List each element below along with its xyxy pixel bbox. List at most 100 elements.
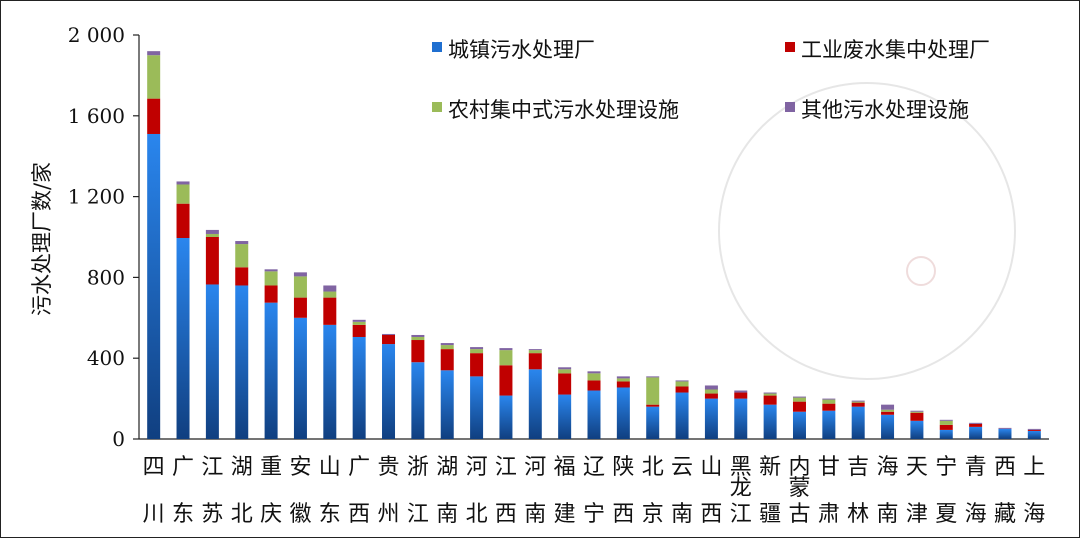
x-category-label: 江 (201, 455, 223, 480)
bar-segment-2 (205, 237, 219, 285)
bar-segment-4 (352, 319, 366, 322)
bar-segment-3 (499, 350, 513, 366)
bar-segment-2 (499, 365, 513, 396)
bar-segment-2 (675, 386, 689, 393)
bar-segment-2 (734, 392, 748, 399)
bar-segment-1 (675, 392, 689, 439)
y-axis-label: 污水处理厂数/家 (30, 162, 54, 316)
x-category-labels: 四川广东江苏湖北重庆安徽山东广西贵州浙江湖南河北江西河南福建辽宁陕西北京云南山西… (143, 455, 1046, 527)
bar-segment-1 (734, 398, 748, 439)
bar-segment-1 (293, 317, 307, 439)
bar-segment-3 (763, 393, 777, 396)
bar-segment-4 (176, 181, 190, 185)
bar-segment-4 (382, 333, 396, 335)
x-category-label: 西 (612, 502, 634, 527)
x-category-label: 广 (348, 455, 370, 480)
bar-segment-4 (264, 269, 278, 272)
y-tick-label: 800 (87, 265, 125, 289)
bar-segment-3 (176, 184, 190, 204)
x-category-label: 河 (466, 455, 488, 480)
bar-segment-4 (734, 390, 748, 393)
bar-segment-2 (411, 340, 425, 363)
bar-segment-1 (323, 324, 337, 439)
x-category-label: 四 (143, 455, 165, 480)
bar-segment-4 (792, 396, 806, 398)
bar-segment-4 (411, 334, 425, 337)
x-category-label: 州 (378, 502, 400, 527)
x-category-label: 西 (495, 502, 517, 527)
bar-segment-1 (411, 362, 425, 439)
bar-segment-1 (881, 414, 895, 439)
bar-segment-1 (264, 302, 278, 439)
bar-segment-1 (763, 404, 777, 439)
bar-segment-1 (470, 376, 484, 439)
x-category-label: 南 (524, 502, 546, 527)
y-ticks: 0 400 800 1 200 1 600 2 000 (68, 23, 139, 451)
bar-segment-1 (528, 369, 542, 439)
bar-segment-2 (235, 267, 249, 286)
x-category-label: 津 (906, 502, 928, 527)
x-category-label: 山 (319, 455, 341, 480)
x-category-label: 西 (348, 502, 370, 527)
x-category-label: 天 (906, 455, 928, 480)
bar-segment-2 (763, 395, 777, 405)
bar-segment-4 (470, 347, 484, 350)
bar-segment-4 (205, 229, 219, 234)
bar-segment-2 (910, 412, 924, 421)
bar-segment-3 (558, 369, 572, 374)
x-category-label: 浙 (407, 455, 429, 480)
y-tick-label: 2 000 (68, 23, 125, 47)
x-category-label: 宁 (935, 455, 957, 480)
bar-segment-1 (440, 370, 454, 439)
bar-segment-4 (440, 343, 454, 346)
x-category-label: 内 (788, 455, 810, 480)
x-category-label: 青 (965, 455, 987, 480)
bar-segment-4 (558, 367, 572, 370)
bar-segment-3 (616, 378, 630, 382)
x-category-label: 福 (554, 455, 576, 480)
bar-segment-3 (205, 233, 219, 237)
bar-segment-3 (323, 291, 337, 298)
bar-segment-2 (264, 285, 278, 303)
x-category-label: 建 (554, 502, 576, 527)
legend-swatch-1 (432, 42, 442, 52)
bar-segment-4 (675, 380, 689, 382)
x-category-label: 贵 (378, 455, 400, 480)
bar-segment-3 (704, 389, 718, 394)
x-category-label: 徽 (289, 502, 311, 527)
bar-segment-3 (147, 55, 161, 99)
bar-segment-2 (881, 411, 895, 415)
bar-segment-2 (851, 402, 865, 407)
bar-segment-1 (558, 394, 572, 439)
bar-segment-3 (910, 411, 924, 413)
bar-segment-2 (558, 373, 572, 395)
bar-segment-4 (293, 272, 307, 277)
bar-segment-1 (499, 395, 513, 439)
bar-segment-3 (235, 244, 249, 268)
bar-segment-3 (264, 271, 278, 286)
bar-segment-2 (352, 324, 366, 337)
bar-segment-2 (704, 393, 718, 399)
bar-segment-4 (616, 376, 630, 379)
x-category-label: 黑 (730, 455, 752, 480)
bar-segment-1 (939, 429, 953, 439)
x-category-label: 湖 (231, 455, 253, 480)
x-category-label: 西 (700, 502, 722, 527)
legend-label-4: 其他污水处理设施 (801, 98, 969, 122)
bar-segment-4 (323, 285, 337, 292)
bar-segment-1 (235, 285, 249, 439)
bar-segment-1 (352, 336, 366, 439)
y-tick-label: 400 (87, 346, 125, 370)
bar-segment-2 (939, 424, 953, 430)
bar-segment-3 (939, 420, 953, 425)
x-category-label: 吉 (847, 455, 869, 480)
bar-segment-2 (440, 349, 454, 371)
x-category-label: 江 (495, 455, 517, 480)
bar-segment-4 (1027, 428, 1041, 430)
x-category-label: 庆 (260, 502, 282, 527)
legend-swatch-2 (785, 42, 795, 52)
x-category-label: 西 (994, 455, 1016, 480)
bar-segment-2 (822, 403, 836, 411)
